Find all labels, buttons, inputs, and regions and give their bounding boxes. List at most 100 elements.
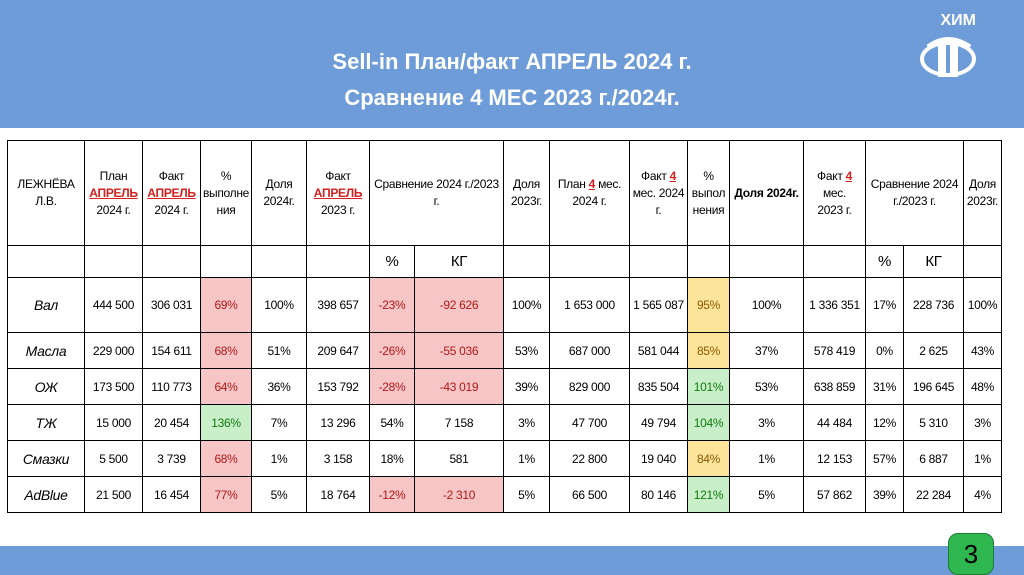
cell-name: Вал [7, 277, 85, 333]
cell-pct: 68% [200, 332, 252, 369]
header-fact: Факт АПРЕЛЬ 2024 г. [142, 140, 201, 246]
cell-share: 1% [251, 440, 307, 477]
cell-fact: 20 454 [142, 404, 201, 441]
header-compare: Сравнение 2024 г./2023 г. [369, 140, 504, 246]
cell-cmp4-kg: 196 645 [903, 368, 964, 405]
cell-cmp4-kg: 22 284 [903, 476, 964, 513]
cell-cmp4-pct: 0% [865, 332, 904, 369]
cell-fact23: 153 792 [306, 368, 370, 405]
cell-share4: 3% [729, 404, 804, 441]
cell-fact4-23: 57 862 [803, 476, 866, 513]
cell-share4-23: 100% [963, 277, 1002, 333]
table-header-row: ЛЕЖНЁВА Л.В. План АПРЕЛЬ 2024 г. Факт АПРЕЛ… [7, 140, 1002, 246]
logo-text: ХИМ [940, 12, 977, 29]
header-corner: ЛЕЖНЁВА Л.В. [7, 140, 85, 246]
cell-pct: 68% [200, 440, 252, 477]
header-fact23: Факт АПРЕЛЬ 2023 г. [306, 140, 370, 246]
cell-fact4-23: 44 484 [803, 404, 866, 441]
cell-plan4: 66 500 [549, 476, 630, 513]
sub-pct: % [369, 245, 415, 278]
cell-plan4: 1 653 000 [549, 277, 630, 333]
cell-share4: 5% [729, 476, 804, 513]
cell-cmp4-kg: 6 887 [903, 440, 964, 477]
cell-name: Масла [7, 332, 85, 369]
cell-share23: 5% [503, 476, 550, 513]
cell-share23: 53% [503, 332, 550, 369]
cell-fact4: 1 565 087 [629, 277, 688, 333]
cell-cmp4-pct: 12% [865, 404, 904, 441]
table-row: ТЖ 15 000 20 454 136% 7% 13 296 54% 7 158 3% 47 7… [7, 404, 1002, 441]
cell-fact23: 13 296 [306, 404, 370, 441]
cell-fact4: 19 040 [629, 440, 688, 477]
cell-name: ОЖ [7, 368, 85, 405]
cell-share4: 100% [729, 277, 804, 333]
table-subheader-row: % КГ % КГ [7, 245, 1002, 278]
cell-share: 36% [251, 368, 307, 405]
cell-share4-23: 48% [963, 368, 1002, 405]
cell-share23: 1% [503, 440, 550, 477]
cell-cmp4-kg: 5 310 [903, 404, 964, 441]
header-share23: Доля 2023г. [503, 140, 550, 246]
cell-cmp4-pct: 39% [865, 476, 904, 513]
table-row: Вал 444 500 306 031 69% 100% 398 657 -23% -92 6… [7, 277, 1002, 333]
cell-share: 100% [251, 277, 307, 333]
cell-cmp-pct: -23% [369, 277, 415, 333]
table-row: Масла 229 000 154 611 68% 51% 209 647 -26% -55 … [7, 332, 1002, 369]
cell-plan: 444 500 [84, 277, 143, 333]
table-row: ОЖ 173 500 110 773 64% 36% 153 792 -28% -43 019… [7, 368, 1002, 405]
cell-share4-23: 43% [963, 332, 1002, 369]
cell-fact: 3 739 [142, 440, 201, 477]
cell-plan4: 22 800 [549, 440, 630, 477]
page-number-badge: 3 [948, 533, 994, 575]
sub-pct-2: % [865, 245, 904, 278]
cell-fact23: 3 158 [306, 440, 370, 477]
cell-fact23: 209 647 [306, 332, 370, 369]
cell-share: 7% [251, 404, 307, 441]
cell-cmp4-pct: 57% [865, 440, 904, 477]
cell-pct: 64% [200, 368, 252, 405]
cell-cmp-kg: -92 626 [414, 277, 504, 333]
cell-plan4: 47 700 [549, 404, 630, 441]
cell-plan: 5 500 [84, 440, 143, 477]
cell-plan: 173 500 [84, 368, 143, 405]
cell-share4: 53% [729, 368, 804, 405]
cell-pct4: 104% [687, 404, 730, 441]
cell-pct4: 85% [687, 332, 730, 369]
cell-fact4-23: 578 419 [803, 332, 866, 369]
cell-plan4: 829 000 [549, 368, 630, 405]
cell-fact23: 398 657 [306, 277, 370, 333]
cell-share23: 3% [503, 404, 550, 441]
header-fact4-23: Факт 4 мес. 2023 г. [803, 140, 866, 246]
sub-kg: КГ [414, 245, 504, 278]
cell-pct4: 121% [687, 476, 730, 513]
cell-share: 5% [251, 476, 307, 513]
cell-plan: 229 000 [84, 332, 143, 369]
cell-fact: 154 611 [142, 332, 201, 369]
cell-cmp-pct: -26% [369, 332, 415, 369]
cell-fact4: 80 146 [629, 476, 688, 513]
cell-fact4-23: 1 336 351 [803, 277, 866, 333]
cell-share4: 37% [729, 332, 804, 369]
title-line-1: Sell-in План/факт АПРЕЛЬ 2024 г. [332, 49, 692, 74]
header-plan4: План 4 мес. 2024 г. [549, 140, 630, 246]
sub-kg-2: КГ [903, 245, 964, 278]
cell-fact: 110 773 [142, 368, 201, 405]
title-line-2: Сравнение 4 МЕС 2023 г./2024г. [344, 85, 680, 110]
cell-name: Смазки [7, 440, 85, 477]
cell-fact23: 18 764 [306, 476, 370, 513]
cell-cmp-pct: -28% [369, 368, 415, 405]
cell-cmp-pct: 18% [369, 440, 415, 477]
cell-cmp-kg: 581 [414, 440, 504, 477]
cell-pct4: 95% [687, 277, 730, 333]
header-fact4: Факт 4 мес. 2024 г. [629, 140, 688, 246]
cell-plan: 15 000 [84, 404, 143, 441]
slide-title: Sell-in План/факт АПРЕЛЬ 2024 г. Сравнен… [0, 44, 1024, 116]
cell-fact4-23: 12 153 [803, 440, 866, 477]
slide-header [0, 0, 1024, 128]
cell-cmp4-kg: 228 736 [903, 277, 964, 333]
cell-cmp4-pct: 31% [865, 368, 904, 405]
table-body: Вал 444 500 306 031 69% 100% 398 657 -23% -92 6… [7, 277, 1002, 513]
sales-table: ЛЕЖНЁВА Л.В. План АПРЕЛЬ 2024 г. Факт АПРЕЛ… [7, 140, 1002, 513]
cell-cmp-kg: -43 019 [414, 368, 504, 405]
table-row: Смазки 5 500 3 739 68% 1% 3 158 18% 581 1% 22 800… [7, 440, 1002, 477]
